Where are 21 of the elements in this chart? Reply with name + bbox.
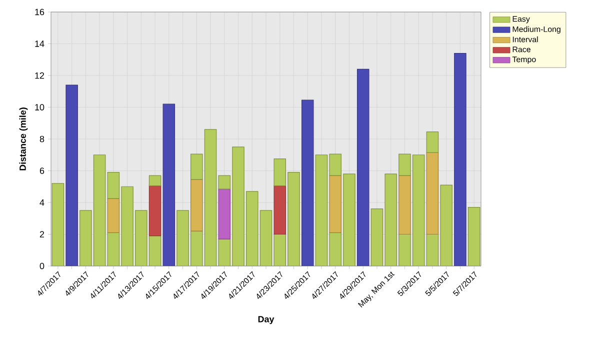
y-tick-label: 4 (40, 199, 44, 206)
bar (329, 175, 342, 233)
bar (398, 175, 411, 235)
y-tick-label: 8 (40, 136, 44, 142)
bar (426, 132, 439, 153)
y-tick-label: 16 (35, 8, 44, 16)
y-tick-label: 14 (35, 40, 44, 47)
y-tick-label: 12 (35, 72, 44, 79)
bar (148, 175, 162, 186)
bar (218, 188, 231, 240)
bar (107, 198, 120, 233)
y-tick-label: 6 (40, 168, 44, 174)
y-tick-label: 10 (35, 104, 44, 110)
y-tick-label: 0 (40, 262, 44, 270)
bar (274, 186, 286, 235)
bar (426, 152, 439, 235)
y-tick-label: 2 (40, 231, 44, 238)
x-axis-title: Day (258, 316, 274, 324)
bar (190, 179, 203, 232)
y-axis-title: Distance (mile) (19, 108, 28, 170)
bar (148, 186, 162, 236)
